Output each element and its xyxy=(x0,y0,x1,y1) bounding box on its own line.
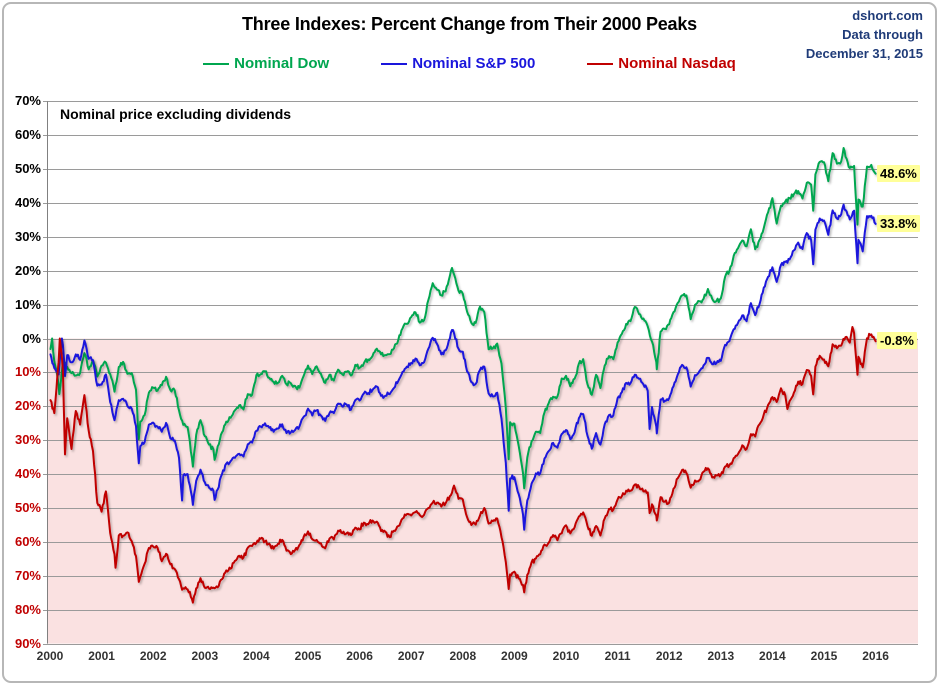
series-line-nominal-s-p-500 xyxy=(49,203,877,531)
x-tick-label: 2009 xyxy=(501,649,528,663)
y-tick-label: 30% xyxy=(14,228,41,244)
plot-annotation: Nominal price excluding dividends xyxy=(60,106,292,122)
chart-title: Three Indexes: Percent Change from Their… xyxy=(242,14,697,34)
series-line-nominal-nasdaq xyxy=(49,326,877,604)
x-tick-label: 2001 xyxy=(88,649,115,663)
y-tick-label: 60% xyxy=(14,533,41,549)
legend-label-nasdaq: Nominal Nasdaq xyxy=(618,55,736,72)
x-tick-label: 2004 xyxy=(243,649,270,663)
end-value-label: -0.8% xyxy=(877,332,917,350)
y-tick-label: 80% xyxy=(14,601,41,617)
legend-line-swatch-sp500 xyxy=(381,62,408,65)
x-tick-label: 2014 xyxy=(759,649,786,663)
x-tick-label: 2016 xyxy=(862,649,889,663)
y-tick-label: 90% xyxy=(14,635,41,651)
y-tick-label: 30% xyxy=(14,432,41,448)
x-tick-label: 2003 xyxy=(191,649,219,663)
y-tick-label: 60% xyxy=(14,127,41,143)
end-value-label: 33.8% xyxy=(877,214,920,232)
end-value-label: 48.6% xyxy=(877,164,920,182)
watermark-line-1: dshort.com xyxy=(852,8,923,23)
y-tick-label: 0% xyxy=(22,330,41,346)
x-tick-label: 2002 xyxy=(139,649,167,663)
y-tick-label: 40% xyxy=(14,466,41,482)
series-layer xyxy=(49,147,877,604)
y-tick-label: 10% xyxy=(14,364,41,380)
legend-label-sp500: Nominal S&P 500 xyxy=(412,55,536,72)
watermark-line-3: December 31, 2015 xyxy=(805,46,923,61)
legend-line-swatch-dow xyxy=(203,62,230,65)
x-tick-label: 2000 xyxy=(36,649,64,663)
watermark: dshort.com Data through December 31, 201… xyxy=(806,6,923,63)
negative-region-layer xyxy=(47,338,918,644)
y-tick-label: 70% xyxy=(14,567,41,583)
y-tick-label: 40% xyxy=(14,194,41,210)
legend-item-dow: Nominal Dow xyxy=(203,55,329,72)
legend: Nominal Dow Nominal S&P 500 Nominal Nasd… xyxy=(0,55,939,72)
y-tick-label: 50% xyxy=(14,161,41,176)
y-tick-label: 70% xyxy=(14,93,41,109)
y-tick-label: 50% xyxy=(14,500,41,515)
y-tick-label: 20% xyxy=(14,262,41,278)
legend-line-swatch-nasdaq xyxy=(587,62,614,65)
watermark-line-2: Data through xyxy=(842,27,923,42)
legend-item-nasdaq: Nominal Nasdaq xyxy=(587,55,736,72)
x-tick-label: 2006 xyxy=(346,649,373,663)
y-tick-label: 10% xyxy=(14,296,41,312)
y-tick-label: 20% xyxy=(14,398,41,414)
x-tick-label: 2008 xyxy=(449,649,477,663)
series-line-nominal-dow xyxy=(49,147,877,490)
x-tick-label: 2013 xyxy=(707,649,735,663)
negative-region xyxy=(47,338,918,644)
legend-label-dow: Nominal Dow xyxy=(234,55,330,72)
x-tick-label: 2012 xyxy=(655,649,683,663)
x-tick-label: 2010 xyxy=(552,649,580,663)
x-tick-label: 2011 xyxy=(604,649,631,663)
x-tick-label: 2005 xyxy=(294,649,322,663)
x-tick-label: 2007 xyxy=(397,649,425,663)
x-tick-label: 2015 xyxy=(810,649,838,663)
legend-item-sp500: Nominal S&P 500 xyxy=(381,55,535,72)
